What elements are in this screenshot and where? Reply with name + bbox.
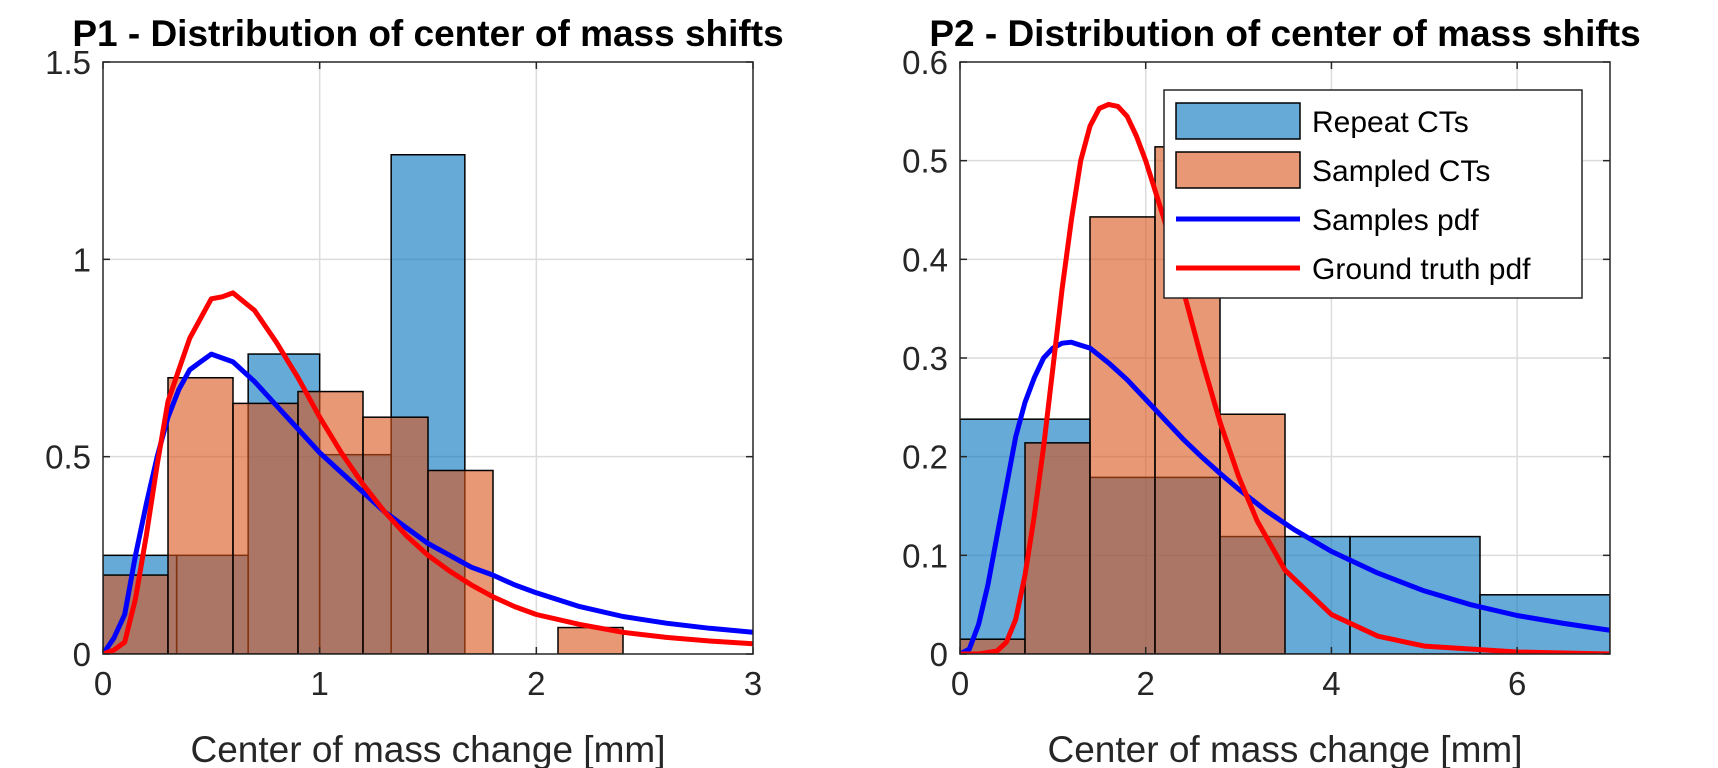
chart-panel-p1: 0 1 2 3 0 0.5 1 1.5P1 - Distribution of center …: [45, 13, 784, 768]
histogram-bar-repeat-cts: [1349, 535, 1481, 654]
y-tick-label: 0.5: [902, 143, 948, 180]
chart-panel-p2: 0 2 4 6 0 0.1 0.2 0.3 0.4 0.5 0.6P2 - Distribution…: [902, 13, 1641, 768]
x-tick-label: 2: [527, 665, 545, 702]
x-tick-label: 2: [1137, 665, 1155, 702]
x-axis-label: Center of mass change [mm]: [190, 729, 665, 768]
x-tick-label: 6: [1508, 665, 1526, 702]
y-tick-label: 0: [73, 636, 91, 673]
y-tick-label: 0.4: [902, 241, 948, 278]
histogram-bar-sampled-cts: [1089, 216, 1156, 654]
legend-label-samples-pdf: Samples pdf: [1312, 204, 1479, 237]
series-line-samples-pdf: [960, 339, 1610, 654]
y-tick-label: 0.6: [902, 44, 948, 81]
chart-title: P1 - Distribution of center of mass shif…: [72, 13, 783, 54]
histogram-bar-sampled-cts: [232, 402, 299, 654]
legend-label-sampled-cts: Sampled CTs: [1312, 155, 1490, 188]
legend-label-ground-truth-pdf: Ground truth pdf: [1312, 253, 1531, 286]
y-tick-label: 0.2: [902, 439, 948, 476]
legend-label-repeat-cts: Repeat CTs: [1312, 106, 1469, 139]
y-tick-label: 0.3: [902, 340, 948, 377]
x-tick-label: 4: [1322, 665, 1340, 702]
x-tick-label: 0: [94, 665, 112, 702]
y-tick-label: 0.5: [45, 439, 91, 476]
x-tick-label: 0: [951, 665, 969, 702]
plot-content: [960, 101, 1610, 654]
y-tick-label: 1.5: [45, 44, 91, 81]
axes-box: [102, 61, 754, 655]
y-tick-label: 0: [930, 636, 948, 673]
x-axis-label: Center of mass change [mm]: [1047, 729, 1522, 768]
chart-title: P2 - Distribution of center of mass shif…: [929, 13, 1640, 54]
y-tick-label: 0.1: [902, 537, 948, 574]
histogram-bar-sampled-cts: [167, 376, 234, 654]
series-line-ground-truth-pdf: [960, 101, 1610, 654]
legend-swatch-repeat-cts: [1175, 102, 1301, 140]
x-tick-label: 1: [310, 665, 328, 702]
series-line-ground-truth-pdf: [103, 290, 753, 654]
histogram-bar-repeat-cts: [1479, 594, 1610, 654]
y-tick-label: 1: [73, 241, 91, 278]
legend-swatch-sampled-cts: [1175, 151, 1301, 189]
x-tick-label: 3: [744, 665, 762, 702]
plot-content: [103, 153, 753, 654]
legend: Repeat CTs Sampled CTs Samples pdf Ground t…: [1163, 89, 1583, 299]
histogram-bar-sampled-cts: [1024, 442, 1091, 654]
